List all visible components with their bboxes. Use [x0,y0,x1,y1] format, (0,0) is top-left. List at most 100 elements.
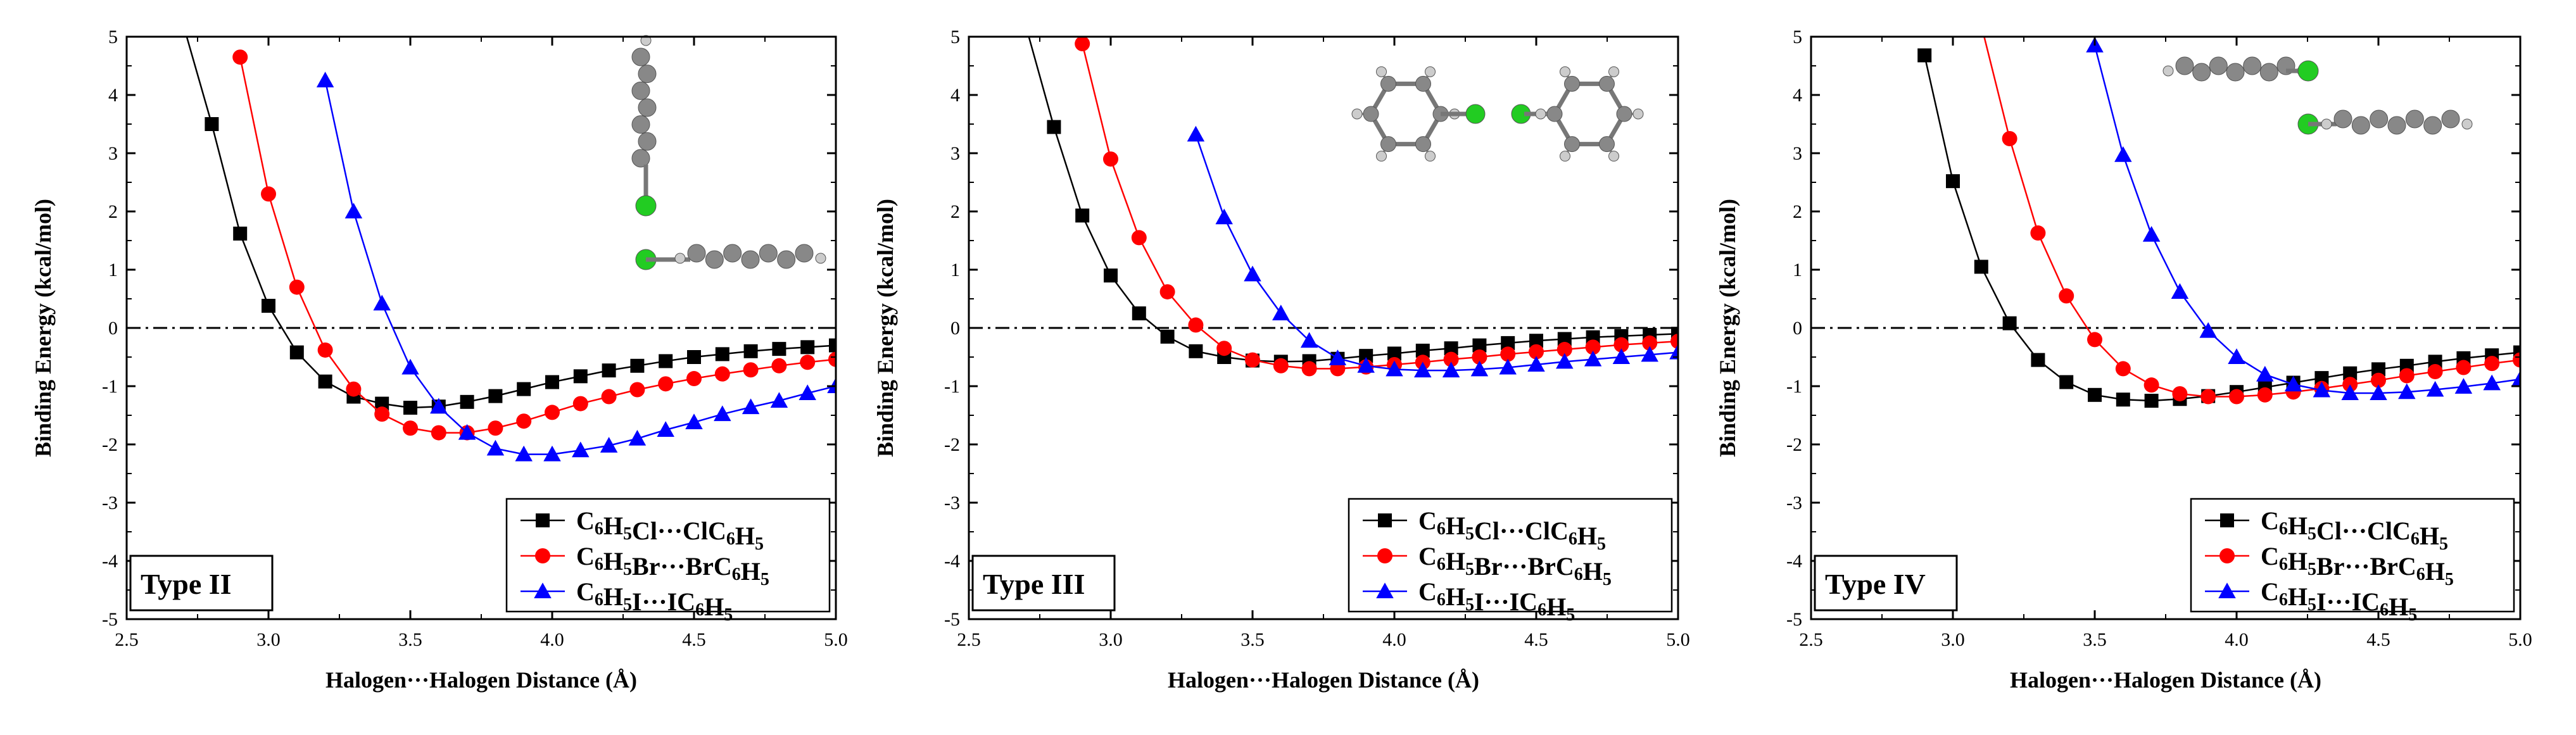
data-point [659,354,673,368]
hydrogen-atom [2321,118,2332,130]
x-tick-label: 3.0 [256,629,281,650]
data-point [572,441,590,458]
data-point [1300,332,1318,348]
data-point [2483,374,2501,391]
data-point [1215,208,1233,225]
subscript-part: 6 [2279,590,2288,610]
data-point [2257,387,2273,403]
data-point [515,445,533,462]
data-point [715,347,729,361]
subscript-part: 5 [623,595,632,615]
text-part: C [576,577,595,606]
x-axis-label: Halogen···Halogen Distance (Å) [325,667,637,693]
data-point [2313,381,2331,398]
subscript-part: 5 [755,534,764,554]
y-tick-label: 3 [1793,143,1802,164]
legend-entry-label: C6H5I···IC6H5 [576,577,733,625]
data-point [1329,349,1347,365]
data-point [2454,378,2473,394]
subscript-part: 6 [595,590,603,610]
data-point [714,366,730,382]
molecule-structure [2162,56,2473,135]
carbon-atom [1599,136,1615,153]
legend-entry-label: C6H5Br···BrC6H5 [2261,542,2454,589]
carbon-atom [2333,110,2352,129]
data-point [2172,386,2188,401]
text-part: H [1583,557,1603,586]
series-line [239,56,836,434]
data-point [262,299,275,313]
data-point [1917,48,1932,63]
text-part: I···IC [2316,587,2380,616]
subscript-part: 6 [732,565,741,584]
data-point [517,382,531,396]
y-tick-label: -5 [944,609,960,630]
data-point [687,350,701,364]
data-point [628,430,647,446]
text-part: C [2261,506,2279,535]
carbon-atom [1599,75,1615,92]
data-point [346,381,362,397]
hydrogen-atom [815,253,826,264]
carbon-atom [2226,63,2245,82]
data-point [1444,341,1458,356]
phenyl-ring-vertical [631,35,657,168]
carbon-atom [1564,136,1580,153]
data-point [1974,18,1989,33]
molecule-structure [631,35,826,270]
data-point [1501,336,1515,350]
hydrogen-atom [1608,151,1619,162]
hydrogen-atom [1376,66,1387,77]
legend-marker [2218,582,2236,598]
data-point [2059,375,2074,389]
carbon-atom [1380,75,1396,92]
data-point [2030,225,2046,241]
series-group [1917,18,2520,408]
legend-entry-label: C6H5Cl···ClC6H5 [1418,506,1606,554]
subscript-part: 5 [623,560,632,579]
text-part: C [1418,577,1437,606]
carbon-atom [631,149,650,168]
data-point [2511,370,2520,386]
x-tick-label: 2.5 [115,629,139,650]
data-point [289,279,305,295]
carbon-atom [777,250,796,269]
data-point [1387,346,1401,361]
y-tick-label: -5 [1786,609,1802,630]
text-part: H [2420,522,2439,550]
carbon-atom [759,244,778,263]
data-point [318,374,332,389]
data-point [2229,389,2244,405]
subscript-part: 5 [2308,560,2316,579]
data-point [2171,283,2189,299]
subscript-part: 5 [1465,595,1474,615]
carbon-atom [2405,110,2424,129]
data-point [2256,365,2274,382]
carbon-atom [1564,75,1580,92]
legend-marker [2219,548,2235,563]
data-point [1386,360,1403,377]
data-point [344,203,363,218]
y-tick-label: -4 [102,551,118,572]
text-part: H [1446,547,1465,575]
hydrogen-atom [1425,66,1436,77]
data-point [516,413,532,429]
data-point [2142,226,2161,242]
subscript-part: 5 [2439,534,2448,554]
text-part: C [1418,506,1437,535]
text-part: Br···BrC [2316,552,2416,581]
chart-panel-3: 5 4 3 2 1 0 -1 -2 -3 -4 -52.5 3.0 3.5 4.0 4.5 5.0 Haloge… [1715,18,2532,693]
y-tick-label: -4 [1786,551,1802,572]
data-point [1047,120,1061,134]
text-part: H [1546,593,1566,621]
data-point [1245,352,1260,368]
data-point [1670,334,1678,349]
subscript-part: 6 [695,600,704,620]
hydrogen-atom [1608,66,1619,77]
subscript-part: 6 [1437,590,1446,610]
y-axis-label: Binding Energy (kcal/mol) [1715,199,1740,457]
data-point [1104,268,1118,283]
y-tick-label: -3 [1786,493,1802,513]
phenyl-ring-lower [2321,110,2473,135]
data-point [2371,372,2386,388]
